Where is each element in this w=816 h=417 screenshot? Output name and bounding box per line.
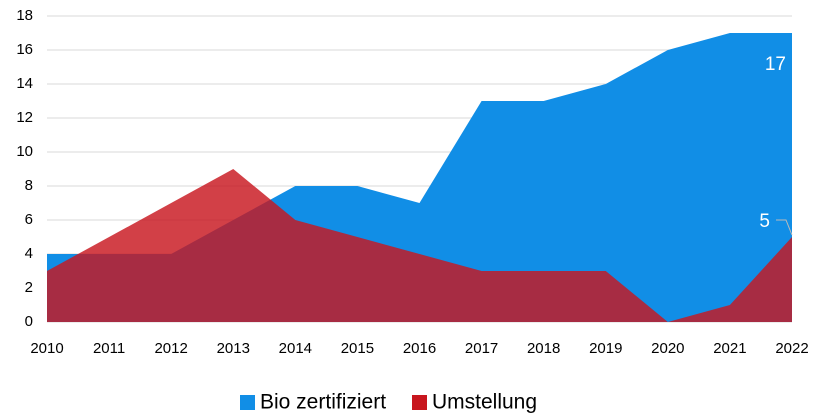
legend-label: Bio zertifiziert	[260, 391, 386, 414]
x-tick-label: 2014	[279, 340, 312, 357]
x-tick-label: 2022	[775, 340, 808, 357]
area	[47, 169, 792, 322]
leader-line	[776, 219, 793, 236]
x-tick-label: 2018	[527, 340, 560, 357]
x-tick-label: 2020	[651, 340, 684, 357]
y-tick-label: 6	[25, 211, 33, 228]
x-tick-label: 2019	[589, 340, 622, 357]
data-label: 17	[765, 54, 786, 75]
x-tick-label: 2010	[30, 340, 63, 357]
y-tick-label: 12	[16, 109, 33, 126]
y-tick-label: 18	[16, 7, 33, 24]
x-tick-label: 2013	[217, 340, 250, 357]
y-tick-label: 8	[25, 177, 33, 194]
y-tick-label: 4	[25, 245, 33, 262]
y-tick-label: 0	[25, 313, 33, 330]
x-tick-label: 2021	[713, 340, 746, 357]
legend-swatch	[412, 395, 427, 410]
y-tick-label: 14	[16, 75, 33, 92]
y-tick-label: 16	[16, 41, 33, 58]
legend-label: Umstellung	[432, 391, 537, 414]
x-tick-label: 2017	[465, 340, 498, 357]
x-tick-label: 2016	[403, 340, 436, 357]
y-tick-label: 2	[25, 279, 33, 296]
x-tick-label: 2015	[341, 340, 374, 357]
y-tick-label: 10	[16, 143, 33, 160]
data-label: 5	[759, 211, 770, 232]
x-tick-label: 2012	[154, 340, 187, 357]
x-tick-label: 2011	[93, 340, 125, 357]
legend-swatch	[240, 395, 255, 410]
